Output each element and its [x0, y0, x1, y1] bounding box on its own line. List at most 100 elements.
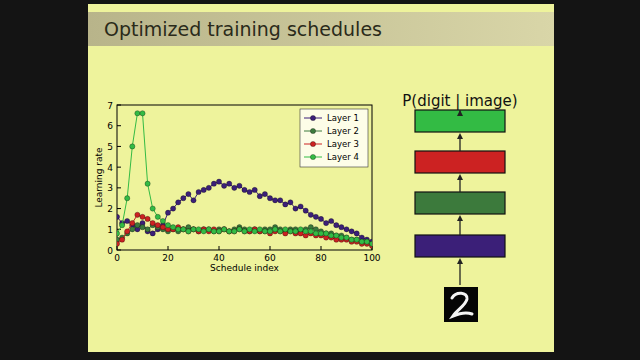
- y-tick-label: 7: [107, 101, 113, 111]
- series-marker: [145, 227, 150, 232]
- legend-label: Layer 3: [327, 139, 359, 149]
- series-marker: [364, 239, 369, 244]
- y-tick: [117, 167, 121, 168]
- series-marker: [354, 231, 359, 236]
- series-marker: [257, 194, 262, 199]
- series-marker: [247, 227, 252, 232]
- series-marker: [334, 233, 339, 238]
- series-marker: [176, 200, 181, 205]
- series-marker: [181, 196, 186, 201]
- series-marker: [135, 212, 140, 217]
- series-marker: [329, 233, 334, 238]
- series-line: [117, 225, 372, 244]
- series-marker: [334, 223, 339, 228]
- series-marker: [222, 183, 227, 188]
- series-marker: [237, 183, 242, 188]
- series-marker: [171, 225, 176, 230]
- series-marker: [222, 227, 227, 232]
- series-marker: [211, 181, 216, 186]
- series-marker: [216, 179, 221, 184]
- series-marker: [232, 185, 237, 190]
- layer-box: [415, 192, 505, 214]
- series-marker: [242, 229, 247, 234]
- series-marker: [288, 229, 293, 234]
- legend-box: [300, 109, 368, 167]
- series-marker: [324, 231, 329, 236]
- plot-area: [117, 111, 372, 249]
- series-marker: [117, 231, 120, 236]
- series-marker: [117, 241, 120, 246]
- legend-label: Layer 2: [327, 126, 359, 136]
- series-marker: [227, 229, 232, 234]
- arrow-head: [457, 110, 463, 116]
- y-tick: [117, 105, 121, 106]
- series-marker: [369, 241, 372, 246]
- slide-photo: Optimized training schedules012345670204…: [0, 0, 640, 360]
- series-marker: [298, 227, 303, 232]
- series-marker: [324, 220, 329, 225]
- series-marker: [339, 235, 344, 240]
- series-marker: [145, 216, 150, 221]
- series-marker: [288, 229, 293, 234]
- series-marker: [206, 227, 211, 232]
- y-tick: [117, 208, 121, 209]
- series-marker: [273, 227, 278, 232]
- series-marker: [196, 227, 201, 232]
- series-marker: [247, 189, 252, 194]
- x-tick: [117, 246, 118, 250]
- series-marker: [120, 237, 125, 242]
- series-marker: [242, 187, 247, 192]
- series-marker: [211, 229, 216, 234]
- series-marker: [364, 239, 369, 244]
- series-marker: [181, 227, 186, 232]
- digit-image: [444, 287, 478, 322]
- series-marker: [191, 227, 196, 232]
- series-marker: [267, 196, 272, 201]
- series-marker: [252, 229, 257, 234]
- series-marker: [181, 227, 186, 232]
- series-marker: [186, 191, 191, 196]
- series-marker: [155, 214, 160, 219]
- series-marker: [283, 202, 288, 207]
- series-marker: [211, 229, 216, 234]
- series-marker: [206, 185, 211, 190]
- series-marker: [216, 229, 221, 234]
- y-tick: [117, 125, 121, 126]
- series-marker: [344, 227, 349, 232]
- slide-title: Optimized training schedules: [104, 18, 382, 40]
- series-marker: [262, 191, 267, 196]
- arrow-shaft: [459, 138, 460, 151]
- series-marker: [288, 200, 293, 205]
- title-band: [88, 12, 554, 46]
- y-tick: [117, 187, 121, 188]
- series-marker: [155, 223, 160, 228]
- x-tick-label: 80: [315, 253, 327, 263]
- series-marker: [273, 198, 278, 203]
- series-marker: [329, 218, 334, 223]
- arrow-head: [457, 258, 463, 264]
- y-tick-label: 1: [107, 225, 113, 235]
- series-marker: [283, 227, 288, 232]
- x-tick-label: 60: [264, 253, 276, 263]
- series-marker: [150, 220, 155, 225]
- y-tick: [117, 146, 121, 147]
- series-marker: [227, 229, 232, 234]
- series-marker: [334, 233, 339, 238]
- series-marker: [222, 227, 227, 232]
- series-marker: [176, 227, 181, 232]
- series-marker: [117, 214, 120, 219]
- arrow-shaft: [459, 179, 460, 192]
- legend-marker: [310, 128, 315, 133]
- series-marker: [308, 229, 313, 234]
- series-marker: [237, 227, 242, 232]
- series-marker: [318, 216, 323, 221]
- series-marker: [293, 206, 298, 211]
- series-marker: [150, 206, 155, 211]
- y-tick-label: 4: [107, 163, 113, 173]
- series-marker: [130, 227, 135, 232]
- x-tick-label: 0: [114, 253, 120, 263]
- x-axis-label: Schedule index: [210, 263, 280, 273]
- series-marker: [252, 187, 257, 192]
- series-marker: [237, 227, 242, 232]
- series-marker: [140, 111, 145, 116]
